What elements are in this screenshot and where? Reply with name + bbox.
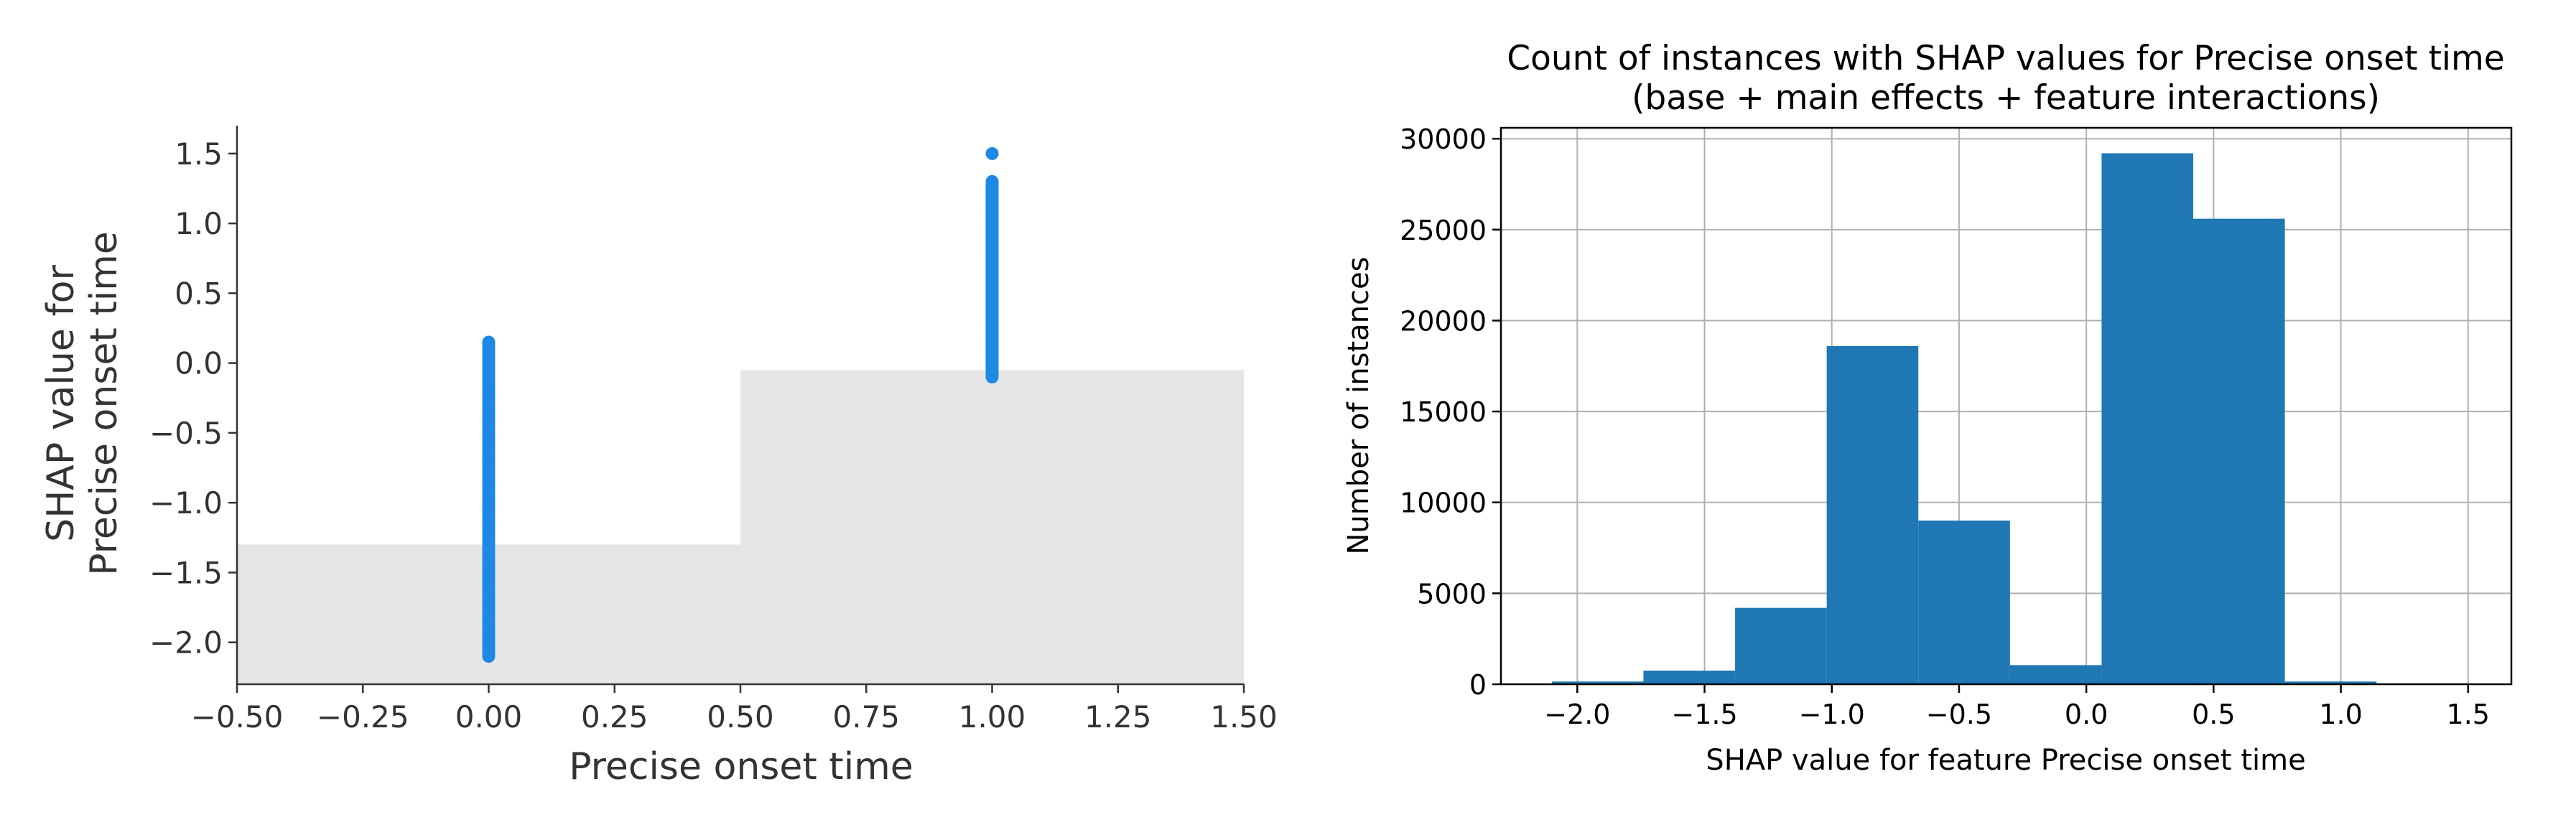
histogram-title-line-1: Count of instances with SHAP values for … — [1507, 39, 2504, 78]
histogram-bar-0 — [1551, 681, 1644, 684]
histogram-bar-2 — [1735, 607, 1827, 684]
histogram-y-tick-label: 30000 — [1400, 123, 1487, 155]
histogram-x-axis-label: SHAP value for feature Precise onset tim… — [1706, 744, 2305, 777]
scatter-y-ticks: −2.0 −1.5 −1.0 −0.5 0.0 0.5 1.0 1.5 — [149, 136, 237, 661]
histogram-y-tick-label: 20000 — [1400, 305, 1487, 337]
histogram-x-tick-label: −1.0 — [1799, 699, 1865, 730]
scatter-y-axis-label-line-1: SHAP value for — [39, 265, 83, 542]
scatter-point — [985, 146, 999, 160]
histogram-bar-6 — [2101, 153, 2193, 684]
scatter-x-tick-label: 1.00 — [959, 699, 1026, 735]
scatter-y-tick-label: −2.0 — [149, 625, 223, 661]
histogram-x-ticks: −2.0 −1.5 −1.0 −0.5 0.0 0.5 1.0 1.5 — [1544, 684, 2490, 730]
scatter-x-tick-label: 1.50 — [1210, 699, 1278, 735]
scatter-point — [482, 335, 496, 349]
scatter-y-tick-label: 1.5 — [175, 136, 223, 172]
histogram-bars — [1551, 153, 2468, 684]
histogram-bar-1 — [1643, 671, 1736, 684]
scatter-x-tick-label: 0.50 — [707, 699, 774, 735]
shap-histogram-chart: −2.0 −1.5 −1.0 −0.5 0.0 0.5 1.0 1.5 0 5000 10000 1… — [1342, 39, 2513, 777]
histogram-y-tick-label: 5000 — [1417, 578, 1487, 610]
scatter-y-tick-label: 0.5 — [175, 276, 223, 311]
scatter-x-ticks: −0.50 −0.25 0.00 0.25 0.50 0.75 1.00 1.25 1.50 — [191, 684, 1278, 735]
scatter-x-tick-label: 1.25 — [1084, 699, 1152, 735]
histogram-x-tick-label: −2.0 — [1544, 699, 1610, 730]
scatter-x-tick-label: 0.75 — [832, 699, 900, 735]
background-histogram-bar-1 — [740, 370, 1244, 684]
histogram-y-axis-label: Number of instances — [1342, 257, 1375, 555]
histogram-title-line-2: (base + main effects + feature interacti… — [1632, 78, 2380, 118]
histogram-y-tick-label: 15000 — [1400, 396, 1487, 428]
histogram-y-ticks: 0 5000 10000 15000 20000 25000 30000 — [1400, 123, 1501, 701]
histogram-bar-5 — [2009, 665, 2102, 684]
scatter-x-tick-label: −0.25 — [317, 699, 409, 735]
histogram-y-tick-label: 0 — [1469, 669, 1487, 701]
histogram-bar-3 — [1826, 345, 1919, 684]
scatter-x-tick-label: −0.50 — [191, 699, 284, 735]
histogram-y-tick-label: 10000 — [1400, 488, 1487, 519]
histogram-x-tick-label: 0.5 — [2192, 699, 2235, 730]
scatter-y-tick-label: −1.0 — [149, 485, 223, 521]
scatter-y-axis-label-line-2: Precise onset time — [83, 231, 126, 576]
histogram-x-tick-label: 1.0 — [2319, 699, 2362, 730]
histogram-x-tick-label: −1.5 — [1671, 699, 1737, 730]
scatter-x-tick-label: 0.00 — [455, 699, 523, 735]
histogram-x-tick-label: 0.0 — [2065, 699, 2108, 730]
scatter-x-axis-label: Precise onset time — [569, 745, 913, 788]
scatter-x-tick-label: 0.25 — [581, 699, 648, 735]
scatter-points — [482, 146, 999, 663]
scatter-y-tick-label: −1.5 — [149, 555, 223, 590]
scatter-point — [985, 174, 999, 188]
histogram-x-tick-label: 1.5 — [2447, 699, 2490, 730]
histogram-x-tick-label: −0.5 — [1926, 699, 1992, 730]
histogram-frame — [1499, 126, 2513, 686]
scatter-y-tick-label: −0.5 — [149, 416, 223, 451]
dependence-scatter-chart: −0.50 −0.25 0.00 0.25 0.50 0.75 1.00 1.25 1.50 −… — [39, 126, 1278, 788]
histogram-y-tick-label: 25000 — [1400, 215, 1487, 246]
histogram-bar-4 — [1918, 521, 2010, 684]
histogram-bar-8 — [2284, 681, 2377, 684]
histogram-bar-7 — [2193, 218, 2285, 684]
scatter-y-tick-label: 1.0 — [175, 206, 223, 241]
scatter-y-tick-label: 0.0 — [175, 346, 223, 381]
